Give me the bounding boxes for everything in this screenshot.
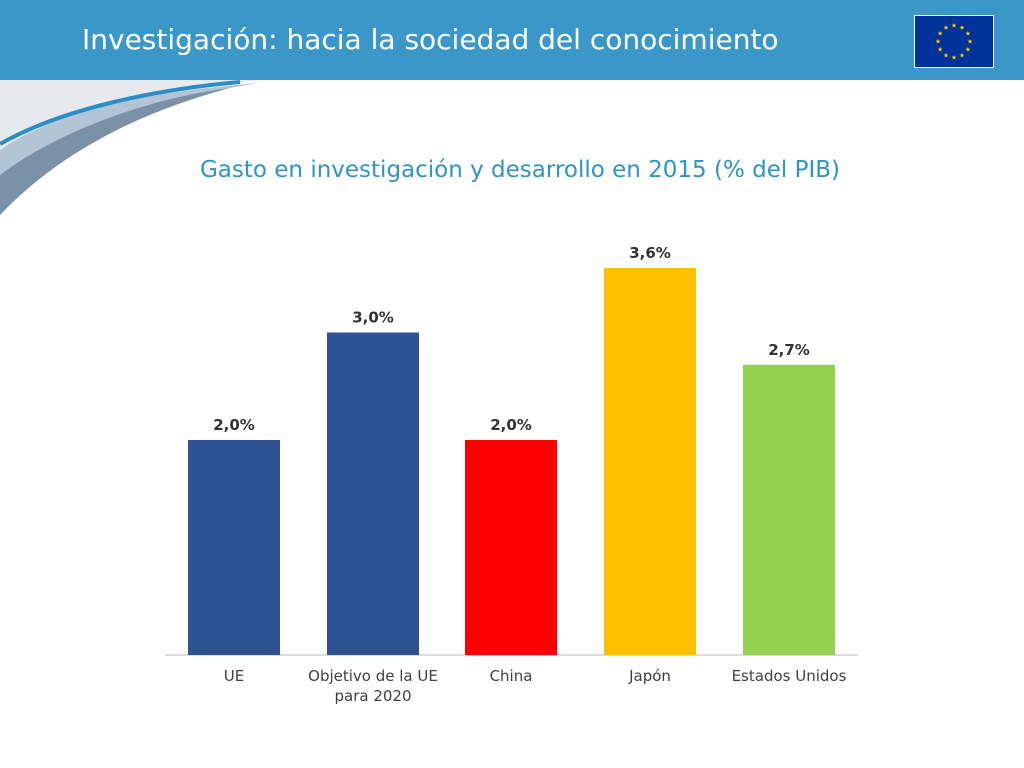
bar-value-label: 2,7% bbox=[768, 341, 810, 359]
eu-star-icon bbox=[951, 54, 957, 60]
bar-value-label: 3,6% bbox=[629, 244, 671, 262]
decorative-swoosh bbox=[0, 80, 260, 215]
category-label: UE bbox=[224, 667, 244, 685]
eu-star-icon bbox=[937, 30, 943, 36]
eu-star-icon bbox=[959, 25, 965, 30]
header-bar: Investigación: hacia la sociedad del con… bbox=[0, 0, 1024, 80]
category-label: Objetivo de la UE bbox=[308, 667, 438, 685]
bar-value-label: 2,0% bbox=[490, 416, 532, 434]
eu-star-icon bbox=[951, 22, 957, 28]
category-label: para 2020 bbox=[334, 687, 411, 705]
bar bbox=[604, 268, 696, 655]
eu-flag-icon bbox=[914, 15, 994, 68]
bar bbox=[188, 440, 280, 655]
eu-star-icon bbox=[959, 52, 965, 58]
bar bbox=[743, 364, 835, 655]
category-label: Estados Unidos bbox=[732, 667, 847, 685]
bar-value-label: 2,0% bbox=[213, 416, 255, 434]
eu-star-icon bbox=[937, 46, 943, 52]
eu-star-icon bbox=[965, 30, 971, 36]
bar bbox=[465, 440, 557, 655]
bar bbox=[327, 332, 419, 655]
category-label: China bbox=[490, 667, 533, 685]
slide-title: Investigación: hacia la sociedad del con… bbox=[82, 23, 779, 56]
eu-star-icon bbox=[967, 38, 973, 44]
chart-title: Gasto en investigación y desarrollo en 2… bbox=[199, 157, 840, 183]
bar-value-label: 3,0% bbox=[352, 309, 394, 327]
eu-star-icon bbox=[943, 52, 949, 58]
category-label: Japón bbox=[628, 667, 671, 685]
eu-star-icon bbox=[943, 25, 949, 30]
eu-star-icon bbox=[935, 38, 941, 44]
eu-star-icon bbox=[965, 46, 971, 52]
